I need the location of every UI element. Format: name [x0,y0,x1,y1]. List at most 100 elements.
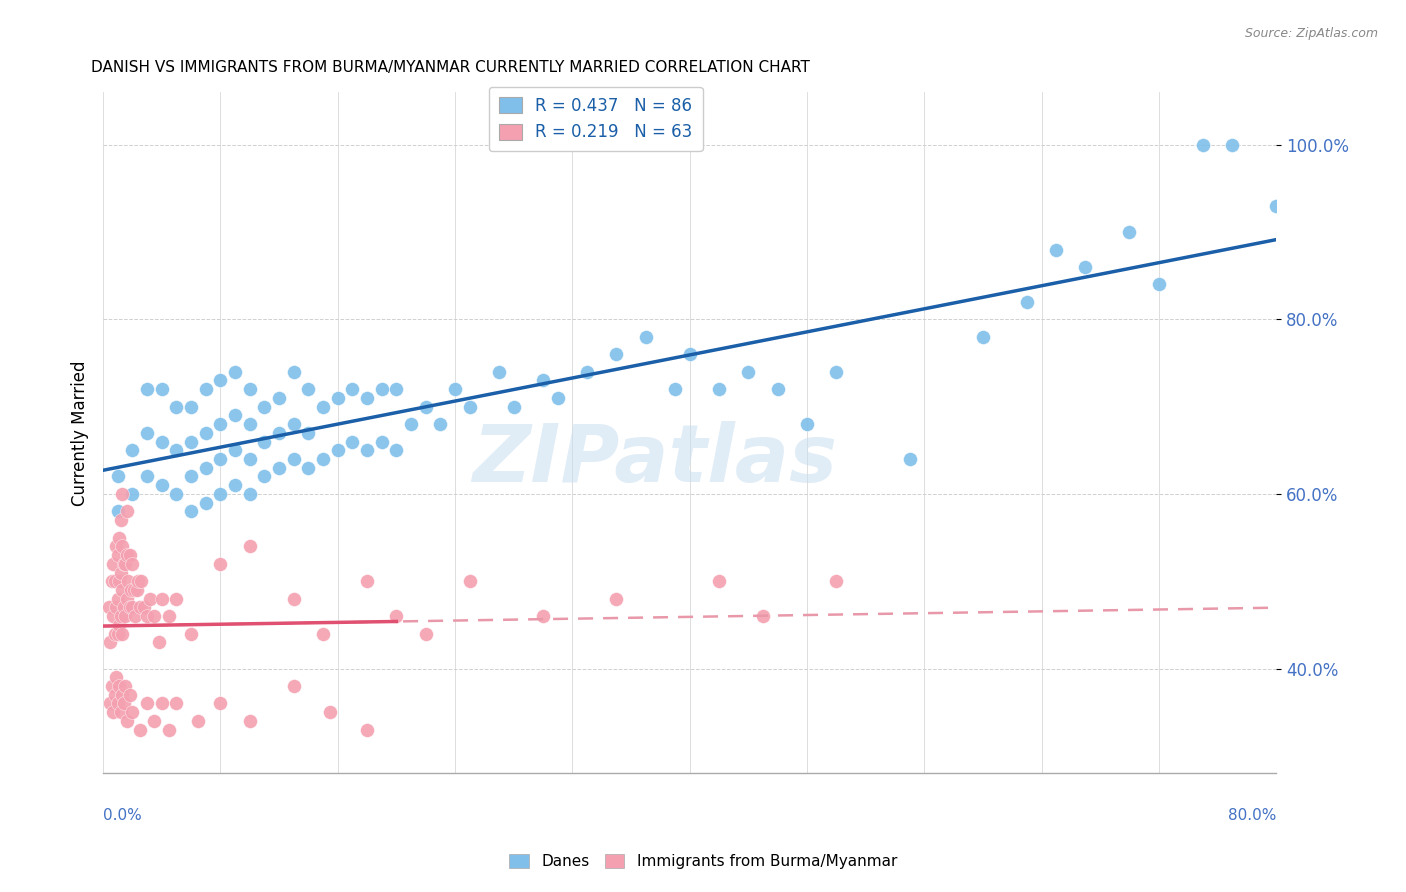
Point [283,591,305,606]
Point [297,460,319,475]
Point [150,591,173,606]
Point [110,513,132,527]
Point [115,504,138,518]
Point [104,688,127,702]
Text: ZIPatlas: ZIPatlas [472,421,837,500]
Point [239,539,262,553]
Point [752,609,775,624]
Point [111,539,134,553]
Point [150,697,173,711]
Point [105,539,128,553]
Point [100,697,122,711]
Point [239,417,262,431]
Point [458,574,481,589]
Point [253,434,276,449]
Point [1015,294,1038,309]
Point [118,688,141,702]
Point [111,487,134,501]
Point [796,417,818,431]
Point [136,469,159,483]
Point [148,635,170,649]
Point [121,557,143,571]
Point [194,425,217,440]
Point [312,400,335,414]
Point [150,434,173,449]
Point [283,452,305,467]
Point [356,443,378,458]
Point [101,679,124,693]
Point [575,365,598,379]
Point [124,609,146,624]
Legend: Danes, Immigrants from Burma/Myanmar: Danes, Immigrants from Burma/Myanmar [503,848,903,875]
Point [121,705,143,719]
Point [128,600,150,615]
Point [118,600,141,615]
Point [239,487,262,501]
Point [111,582,134,597]
Point [707,574,730,589]
Point [103,705,125,719]
Point [103,609,125,624]
Point [1147,277,1170,292]
Point [297,425,319,440]
Point [107,697,129,711]
Point [107,548,129,562]
Point [209,417,232,431]
Point [115,714,138,728]
Point [283,679,305,693]
Point [104,626,127,640]
Point [194,382,217,396]
Point [415,626,437,640]
Point [110,609,132,624]
Point [117,574,139,589]
Y-axis label: Currently Married: Currently Married [72,360,89,506]
Text: DANISH VS IMMIGRANTS FROM BURMA/MYANMAR CURRENTLY MARRIED CORRELATION CHART: DANISH VS IMMIGRANTS FROM BURMA/MYANMAR … [91,60,810,75]
Point [209,487,232,501]
Point [107,504,129,518]
Point [1074,260,1097,274]
Point [111,626,134,640]
Point [1220,137,1243,152]
Point [224,478,246,492]
Point [370,434,392,449]
Point [108,574,131,589]
Point [125,582,148,597]
Point [165,697,187,711]
Point [326,391,349,405]
Point [114,679,136,693]
Point [898,452,921,467]
Point [283,365,305,379]
Point [150,478,173,492]
Point [180,626,202,640]
Point [180,400,202,414]
Point [98,600,121,615]
Point [115,548,138,562]
Point [825,574,848,589]
Point [267,460,290,475]
Point [239,714,262,728]
Point [107,626,129,640]
Point [129,574,152,589]
Point [143,609,166,624]
Point [143,714,166,728]
Point [444,382,467,396]
Point [312,452,335,467]
Point [120,582,142,597]
Point [101,574,124,589]
Point [157,723,180,737]
Point [105,600,128,615]
Point [165,400,187,414]
Point [605,591,627,606]
Point [415,400,437,414]
Point [128,723,150,737]
Point [150,382,173,396]
Point [121,487,143,501]
Point [110,566,132,580]
Point [342,382,364,396]
Point [180,434,202,449]
Point [385,443,408,458]
Point [531,609,554,624]
Point [224,443,246,458]
Point [356,574,378,589]
Point [105,670,128,684]
